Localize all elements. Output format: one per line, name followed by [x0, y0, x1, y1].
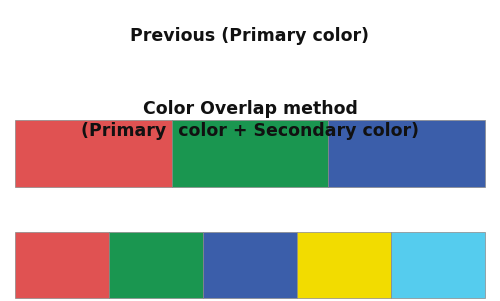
- Bar: [391, 232, 485, 298]
- Bar: [297, 232, 391, 298]
- Bar: [328, 120, 485, 187]
- Text: Color Overlap method
(Primary  color + Secondary color): Color Overlap method (Primary color + Se…: [81, 100, 419, 141]
- Text: Previous (Primary color): Previous (Primary color): [130, 27, 370, 45]
- Bar: [109, 232, 203, 298]
- Bar: [15, 232, 109, 298]
- Bar: [172, 120, 328, 187]
- Bar: [203, 232, 297, 298]
- Bar: [15, 120, 172, 187]
